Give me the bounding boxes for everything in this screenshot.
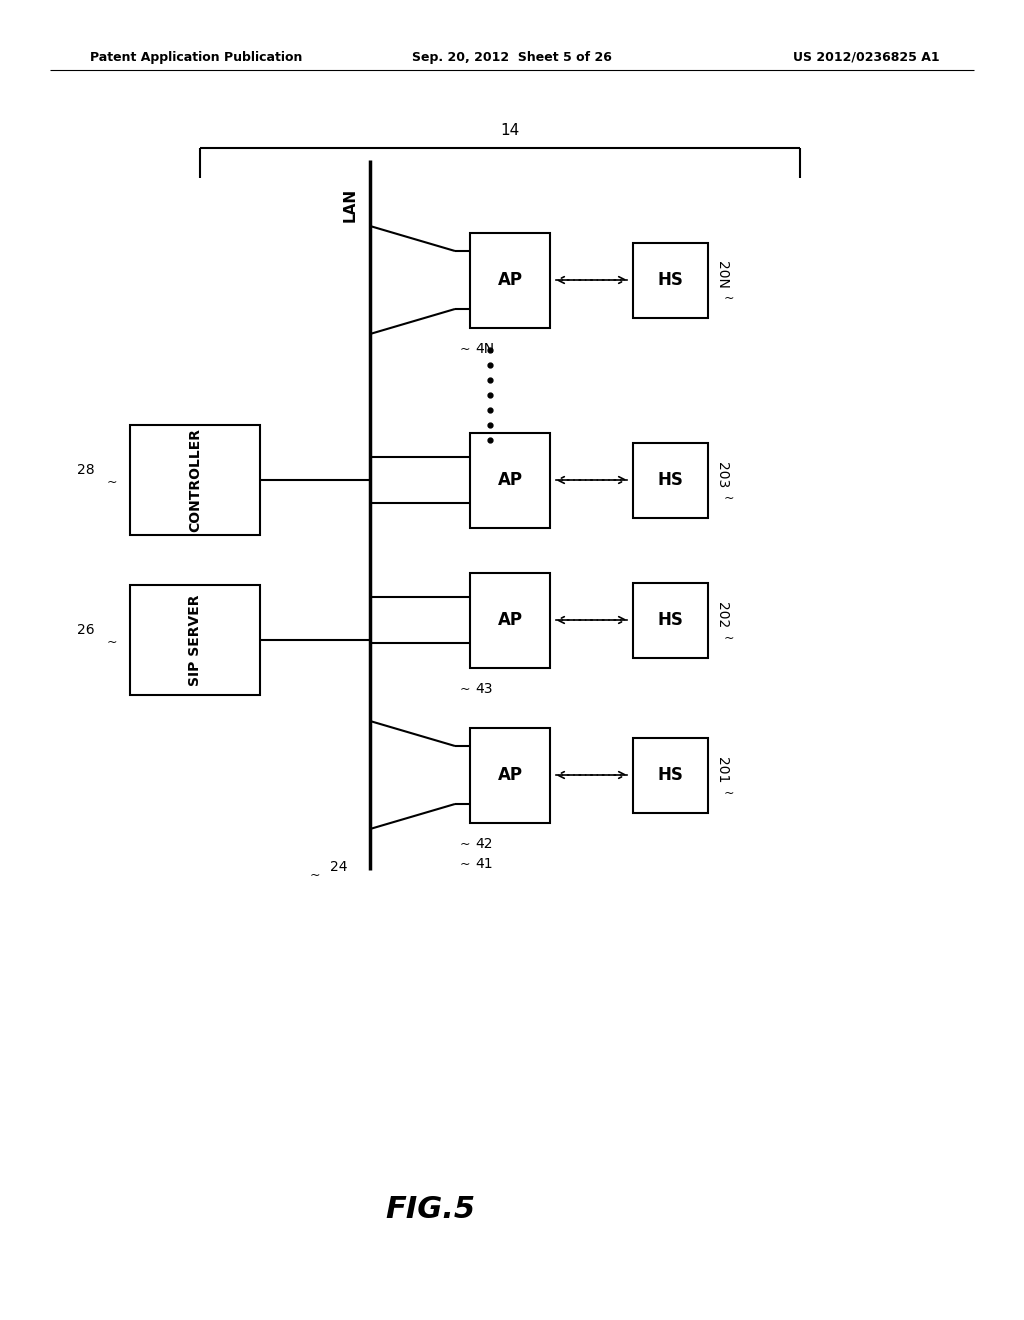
Text: 24: 24 <box>330 861 347 874</box>
Bar <box>633 583 708 657</box>
Text: ~: ~ <box>724 292 734 305</box>
Bar <box>130 425 260 535</box>
Text: FIG.5: FIG.5 <box>385 1196 475 1225</box>
Text: 14: 14 <box>501 123 519 139</box>
Text: ~: ~ <box>460 342 470 355</box>
Text: 42: 42 <box>475 837 493 851</box>
Text: 26: 26 <box>78 623 95 638</box>
Bar <box>633 243 708 318</box>
Text: 201: 201 <box>715 756 729 783</box>
Text: HS: HS <box>657 271 683 289</box>
Bar <box>470 433 550 528</box>
Text: ~: ~ <box>724 631 734 644</box>
Text: 28: 28 <box>78 463 95 477</box>
Text: AP: AP <box>498 766 522 784</box>
Text: 20N: 20N <box>715 261 729 289</box>
Text: ~: ~ <box>724 491 734 504</box>
Text: HS: HS <box>657 471 683 488</box>
Text: 4N: 4N <box>475 342 495 356</box>
Text: LAN: LAN <box>342 187 357 222</box>
Text: US 2012/0236825 A1: US 2012/0236825 A1 <box>794 50 940 63</box>
Text: 203: 203 <box>715 462 729 488</box>
Bar <box>130 585 260 696</box>
Text: 202: 202 <box>715 602 729 628</box>
Text: Sep. 20, 2012  Sheet 5 of 26: Sep. 20, 2012 Sheet 5 of 26 <box>412 50 612 63</box>
Text: HS: HS <box>657 766 683 784</box>
Text: SIP SERVER: SIP SERVER <box>188 594 202 686</box>
Bar <box>633 444 708 517</box>
Text: Patent Application Publication: Patent Application Publication <box>90 50 302 63</box>
Text: CONTROLLER: CONTROLLER <box>188 428 202 532</box>
Text: 41: 41 <box>475 857 493 871</box>
Bar <box>470 573 550 668</box>
Text: ~: ~ <box>460 682 470 696</box>
Text: ~: ~ <box>724 787 734 800</box>
Text: ~: ~ <box>460 837 470 850</box>
Text: HS: HS <box>657 611 683 630</box>
Text: AP: AP <box>498 611 522 630</box>
Text: ~: ~ <box>106 475 118 488</box>
Bar <box>633 738 708 813</box>
Bar <box>470 234 550 327</box>
Bar <box>470 729 550 822</box>
Text: ~: ~ <box>309 869 321 882</box>
Text: 43: 43 <box>475 682 493 696</box>
Text: AP: AP <box>498 471 522 488</box>
Text: ~: ~ <box>106 635 118 648</box>
Text: ~: ~ <box>460 858 470 870</box>
Text: AP: AP <box>498 271 522 289</box>
